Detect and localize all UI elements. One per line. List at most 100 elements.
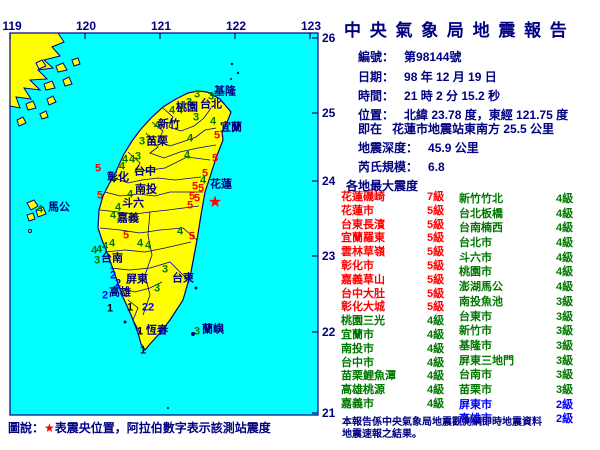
- intensity-row: 台中市 4級: [341, 356, 456, 372]
- map-canvas: [9, 32, 319, 416]
- info-value: 21 時 2 分 15.2 秒: [404, 89, 501, 103]
- station-intensity-marker: 3: [193, 325, 201, 338]
- report-info-line: 芮氏規模： 6.8: [358, 161, 445, 173]
- station-intensity-marker: 3: [192, 111, 200, 124]
- report-info-line: 地震深度： 45.9 公里: [358, 142, 479, 154]
- station-intensity: 3級: [556, 383, 574, 396]
- station-intensity-marker: 5: [122, 229, 130, 242]
- intensity-row: 台北市 4級: [459, 238, 589, 253]
- city-label: 彰化: [107, 171, 129, 184]
- station-name: 台北板橋: [459, 207, 503, 220]
- county-boundaries: [99, 107, 217, 334]
- station-intensity: 4級: [427, 328, 445, 341]
- station-name: 嘉義市: [341, 397, 374, 410]
- station-intensity-marker: 4: [186, 132, 194, 145]
- info-value: 6.8: [428, 160, 445, 174]
- station-intensity-marker: 5: [193, 192, 201, 205]
- taiwan-island: [97, 90, 232, 352]
- intensity-row: 台東市 3級: [459, 310, 589, 327]
- map-frame: [9, 32, 319, 416]
- city-label: 台南: [101, 252, 123, 265]
- city-label: 新竹: [158, 118, 180, 131]
- report-info-line: 位置： 北緯 23.78 度，東經 121.75 度: [358, 109, 568, 121]
- intensity-column-1: 花蓮磯崎 7級 花蓮市 5級 台東長濱 5級 宜蘭羅東 5級 雲林草嶺 5級 彰…: [341, 192, 456, 413]
- station-name: 宜蘭羅東: [341, 232, 385, 245]
- city-label: 高雄: [109, 286, 131, 299]
- legend-prefix: 圖說：: [8, 421, 45, 435]
- station-intensity: 4級: [427, 315, 445, 328]
- longitude-tick-label: 122: [225, 19, 247, 33]
- station-intensity-marker: 3: [161, 263, 169, 276]
- intensity-column-2: 新竹竹北 4級 台北板橋 4級 台南楠西 4級 台北市 4級 斗六市 4級 桃園…: [459, 194, 589, 429]
- station-intensity: 4級: [427, 397, 445, 410]
- station-intensity: 4級: [556, 193, 574, 205]
- intensity-row: 台南楠西 4級: [459, 223, 589, 238]
- info-value: 北緯 23.78 度，東經 121.75 度: [404, 108, 569, 122]
- station-intensity: 5級: [427, 204, 445, 217]
- longitude-tick-label: 120: [75, 19, 97, 33]
- longitude-tick-label: 123: [300, 19, 322, 33]
- station-intensity-marker: 4: [95, 243, 103, 256]
- station-intensity-marker: 1: [136, 325, 144, 338]
- latitude-tick-label: 21: [322, 406, 336, 420]
- station-intensity: 3級: [556, 295, 574, 308]
- station-name: 彰化市: [341, 259, 374, 272]
- station-intensity-marker: 4: [36, 203, 44, 216]
- intensity-row: 宜蘭羅東 5級: [341, 233, 456, 247]
- station-intensity: 3級: [556, 354, 574, 367]
- city-label: 嘉義: [117, 212, 139, 225]
- station-name: 高雄桃源: [341, 384, 385, 397]
- station-intensity: 3級: [556, 310, 574, 323]
- station-intensity-marker: 1: [106, 302, 114, 315]
- station-intensity: 2級: [556, 398, 574, 411]
- station-intensity-marker: 4: [209, 115, 217, 128]
- station-intensity: 7級: [427, 191, 445, 203]
- station-intensity-marker: 5: [94, 162, 102, 175]
- station-name: 台中市: [341, 356, 374, 369]
- station-intensity: 4級: [427, 356, 445, 369]
- intensity-row: 台中大肚 5級: [341, 288, 456, 303]
- station-intensity-marker: 4: [118, 160, 126, 173]
- report-title: 中 央 氣 象 局 地 震 報 告: [344, 21, 569, 40]
- intensity-row: 屏東市 2級: [459, 398, 589, 415]
- intensity-row: 彰化大城 5級: [341, 302, 456, 316]
- report-info-line: 編號： 第98144號: [358, 51, 461, 63]
- station-name: 台南楠西: [459, 222, 503, 235]
- station-intensity-marker: 2: [147, 301, 155, 314]
- footnote-line-1: 本報告係中央氣象局地震觀測網即時地震資料: [342, 417, 542, 428]
- legend-star-icon: ★: [44, 421, 55, 435]
- info-label: 日期：: [358, 70, 395, 84]
- report-info-line: 即在 花蓮市地震站東南方 25.5 公里: [358, 123, 554, 135]
- info-value: 98 年 12 月 19 日: [404, 70, 497, 84]
- info-value: 花蓮市地震站東南方 25.5 公里: [392, 122, 555, 136]
- station-intensity: 5級: [427, 273, 445, 286]
- station-name: 澎湖馬公: [459, 281, 503, 294]
- longitude-tick-label: 119: [2, 19, 22, 33]
- station-intensity-marker: 4: [176, 225, 184, 238]
- station-intensity: 4級: [556, 207, 574, 220]
- report-info-line: 時間： 21 時 2 分 15.2 秒: [358, 90, 500, 102]
- station-name: 嘉義草山: [341, 273, 385, 286]
- station-name: 台東市: [459, 310, 492, 323]
- intensity-row: 新竹市 3級: [459, 326, 589, 341]
- station-intensity-marker: 4: [90, 244, 98, 257]
- intensity-row: 彰化市 5級: [341, 259, 456, 275]
- station-intensity-marker: 5: [186, 199, 194, 212]
- station-intensity-marker: 4: [101, 240, 109, 253]
- penghu-islands: [26, 199, 47, 233]
- station-intensity: 2級: [556, 413, 574, 426]
- station-intensity-marker: 3: [207, 90, 215, 103]
- info-value: 第98144號: [404, 50, 462, 64]
- station-name: 新竹竹北: [459, 193, 503, 205]
- station-intensity-marker: 2: [101, 289, 109, 302]
- station-intensity-marker: 5: [96, 189, 104, 202]
- station-name: 屏東市: [459, 398, 492, 411]
- station-intensity-marker: 4: [121, 153, 129, 166]
- footnote-line-2: 地震速報之結果。: [342, 429, 422, 440]
- station-name: 苗栗鯉魚潭: [341, 370, 396, 383]
- intensity-row: 嘉義草山 5級: [341, 273, 456, 289]
- report-footnote: 本報告係中央氣象局地震觀測網即時地震資料 地震速報之結果。: [342, 417, 594, 441]
- station-intensity: 4級: [556, 281, 574, 294]
- station-intensity-marker: 5: [197, 182, 205, 195]
- city-label: 基隆: [214, 85, 236, 98]
